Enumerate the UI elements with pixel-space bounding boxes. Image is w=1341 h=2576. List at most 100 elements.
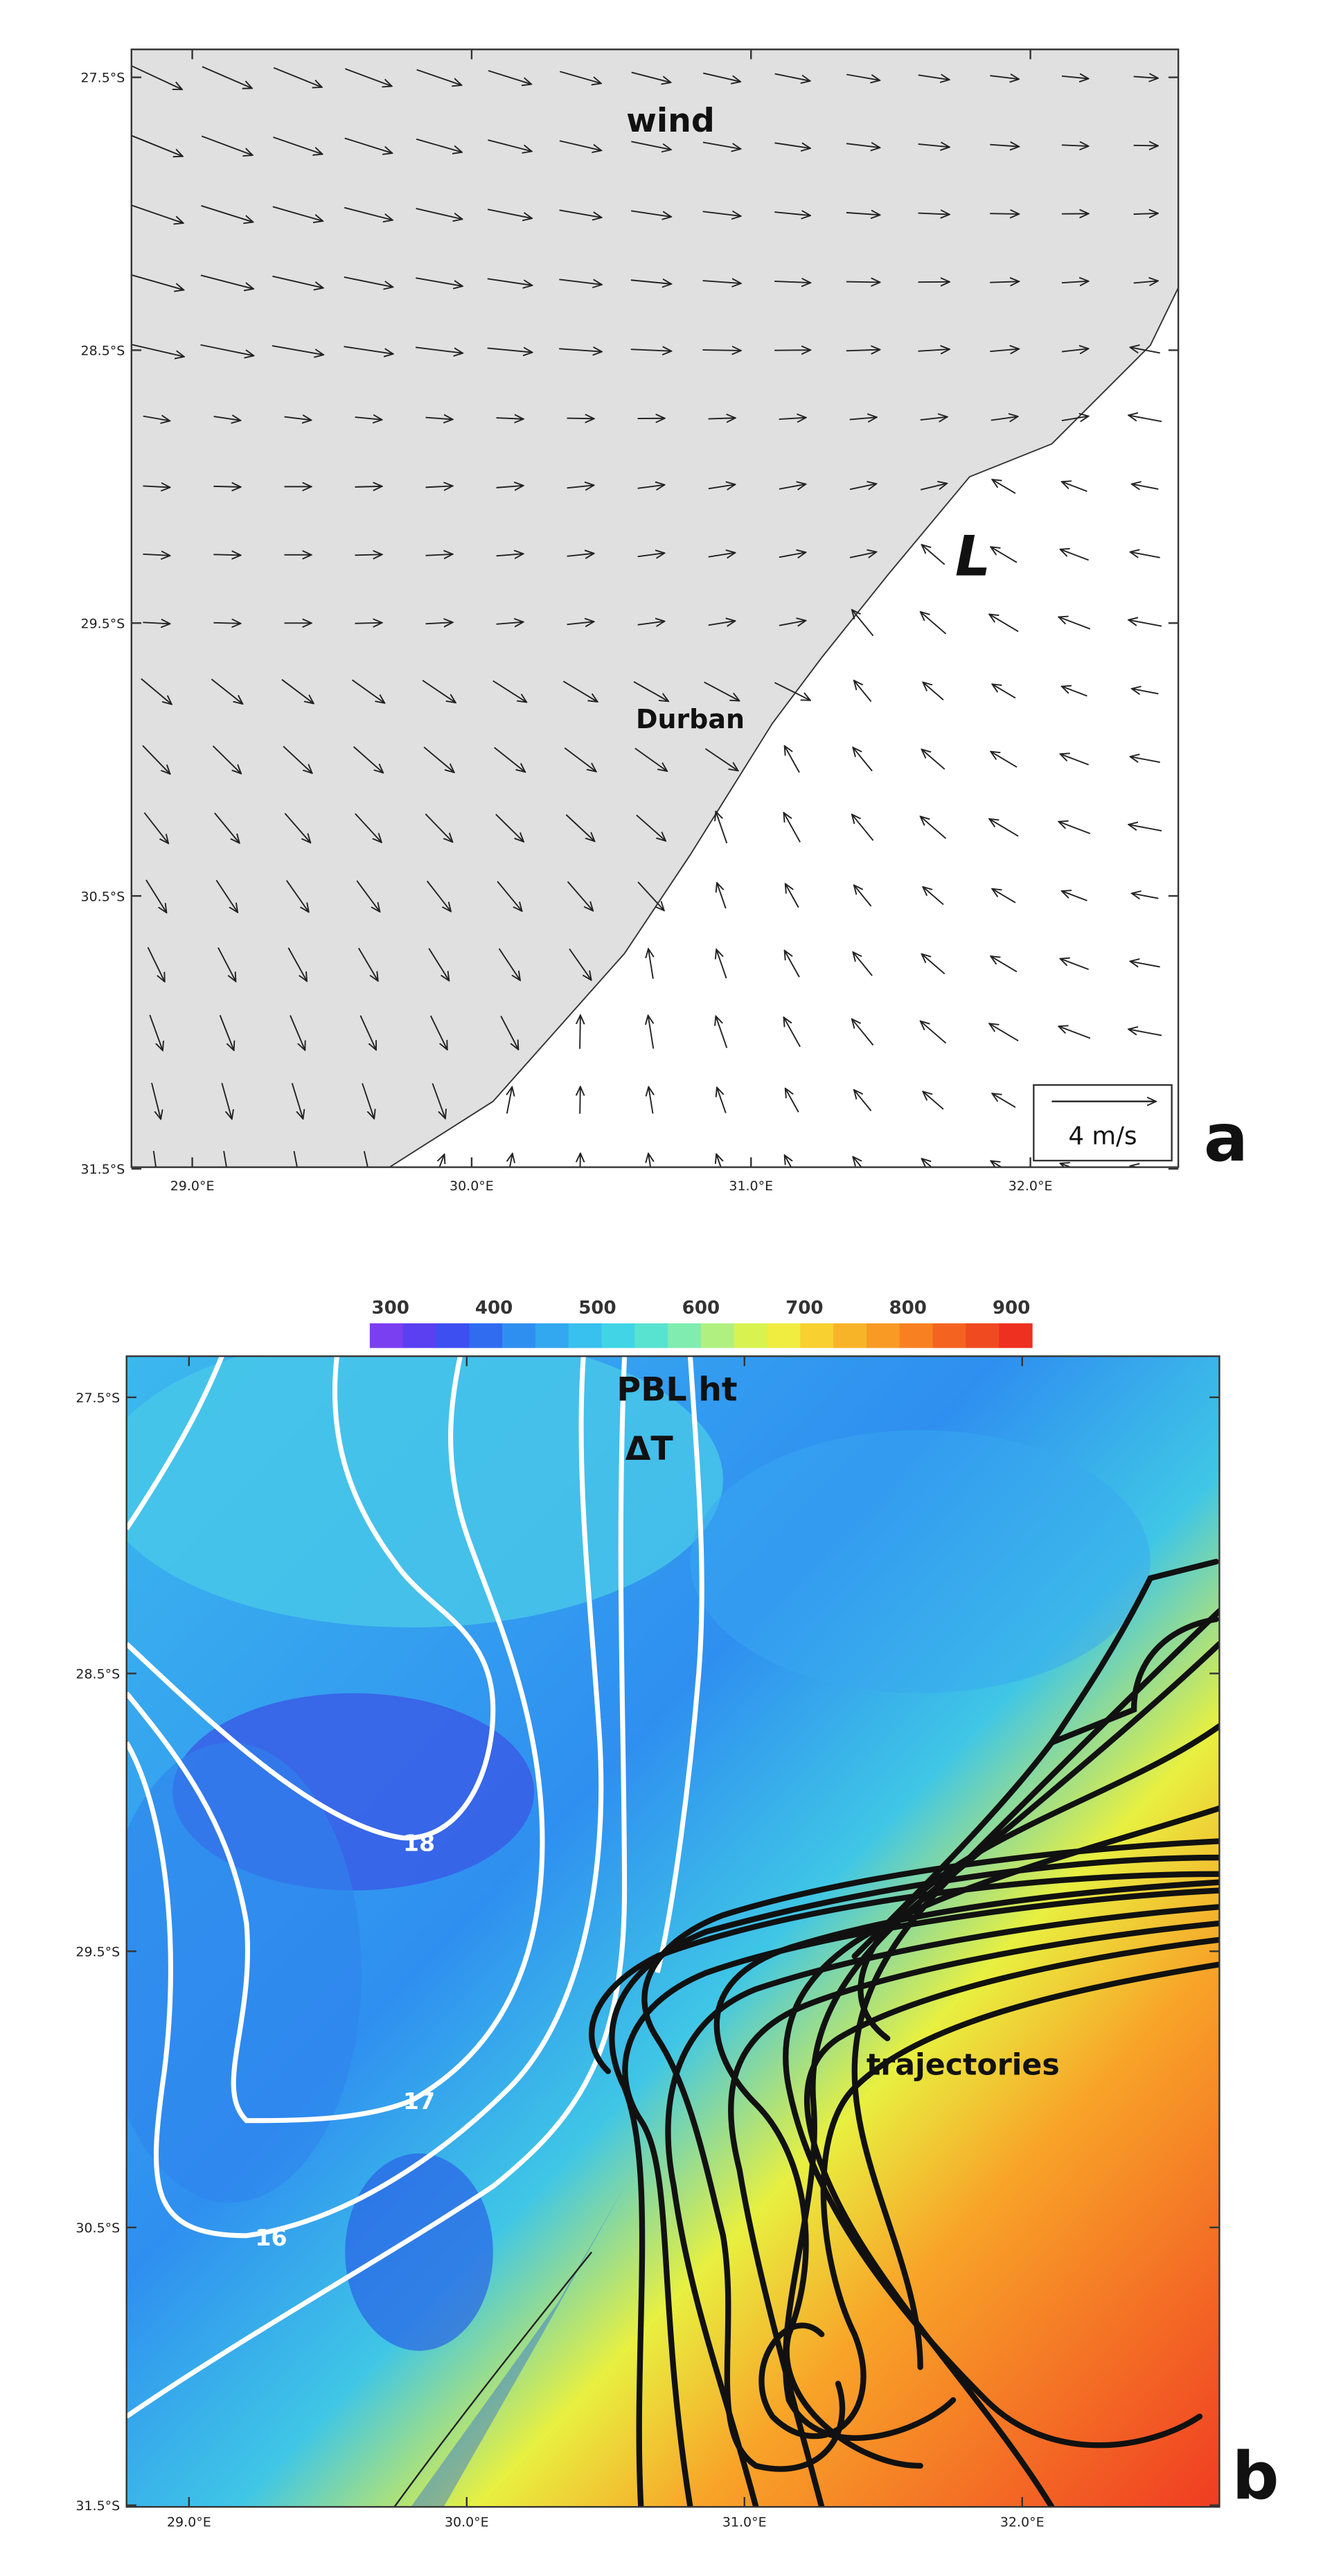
- wind-vector: [1133, 281, 1157, 283]
- wind-vector: [708, 553, 734, 557]
- wind-vector: [131, 64, 181, 89]
- wind-vector: [990, 615, 1019, 633]
- wind-vector: [496, 418, 523, 419]
- wind-vector: [990, 349, 1018, 352]
- wind-vector: [426, 881, 451, 911]
- wind-vector: [416, 277, 461, 286]
- wind-vector: [991, 547, 1018, 563]
- wind-vector: [494, 747, 525, 772]
- x-tick-label: 32.0°E: [1009, 1179, 1053, 1194]
- wind-vector: [567, 418, 594, 419]
- wind-vector: [151, 1082, 161, 1118]
- wind-vector: [500, 1015, 518, 1048]
- colorbar-segment: [469, 1323, 503, 1348]
- colorbar-segment: [833, 1323, 867, 1348]
- wind-vector: [853, 1157, 862, 1167]
- wind-vector: [1061, 1163, 1073, 1167]
- wind-vector: [416, 69, 461, 85]
- wind-vector: [217, 947, 236, 981]
- wind-vector: [702, 211, 740, 216]
- panel-b: 300 400 500 600 700 800 900: [76, 1298, 1279, 2530]
- wind-vector: [567, 485, 594, 488]
- wind-vector: [560, 71, 600, 83]
- wind-vector: [922, 545, 945, 565]
- wind-vector: [1061, 416, 1087, 421]
- wind-vector: [213, 416, 240, 421]
- y-tick-label: 29.5°S: [76, 1944, 120, 1959]
- wind-vector: [991, 752, 1018, 768]
- colorbar: 300 400 500 600 700 800 900: [369, 1298, 1033, 1348]
- x-tick-label: 30.0°E: [450, 1179, 494, 1194]
- y-tick-label: 28.5°S: [76, 1666, 120, 1682]
- wind-vector: [920, 484, 946, 491]
- wind-vector: [425, 418, 452, 420]
- wind-vector: [1133, 76, 1157, 78]
- wind-vector: [291, 1083, 303, 1118]
- wind-vector: [286, 880, 308, 912]
- wind-vector: [565, 814, 594, 841]
- wind-vector: [1129, 620, 1162, 627]
- wind-vector: [774, 212, 810, 215]
- wind-vector: [922, 1159, 933, 1167]
- wind-vector: [355, 486, 381, 487]
- wind-vector: [785, 885, 799, 908]
- wind-vector: [990, 145, 1018, 147]
- wind-vector: [702, 281, 740, 283]
- wind-vector: [359, 1015, 375, 1050]
- wind-vector: [223, 1151, 227, 1167]
- wind-vector: [779, 484, 805, 489]
- wind-vector: [648, 950, 653, 979]
- wind-vector: [141, 678, 171, 704]
- wind-vector: [633, 681, 668, 701]
- y-tick-label: 27.5°S: [76, 1391, 120, 1406]
- wind-vector: [559, 349, 601, 351]
- wind-vector: [1133, 484, 1159, 489]
- colorbar-segment: [535, 1323, 569, 1348]
- wind-vector: [355, 623, 381, 624]
- wind-vector: [131, 134, 182, 156]
- wind-vector: [991, 1161, 1003, 1167]
- wind-vector: [855, 1091, 872, 1111]
- wind-vector: [495, 813, 523, 841]
- colorbar-segment: [369, 1323, 404, 1348]
- wind-vector: [487, 278, 531, 285]
- wind-vector: [142, 745, 170, 773]
- wind-vector: [855, 885, 872, 907]
- wind-vector: [219, 1014, 234, 1050]
- wind-vector: [846, 73, 879, 80]
- colorbar-segment: [899, 1323, 934, 1348]
- wind-vector: [487, 348, 532, 352]
- wind-vector: [201, 135, 251, 155]
- wind-vector: [363, 1151, 368, 1167]
- wind-vector: [990, 76, 1018, 79]
- wind-vector: [774, 142, 809, 148]
- wind-vector: [496, 622, 523, 624]
- panel-title: ΔT: [625, 1430, 674, 1468]
- wind-vector: [145, 879, 166, 912]
- wind-vector: [717, 1155, 727, 1167]
- wind-vector: [1131, 552, 1160, 558]
- contours: [126, 1356, 704, 2419]
- wind-vector: [152, 1151, 157, 1167]
- wind-vector: [779, 418, 806, 419]
- colorbar-segment: [999, 1323, 1033, 1348]
- wind-vector: [631, 71, 670, 82]
- colorbar-label: 500: [578, 1298, 616, 1318]
- y-tick-label: 30.5°S: [81, 889, 125, 904]
- wind-vector: [293, 1151, 298, 1167]
- wind-vector: [507, 1088, 512, 1114]
- colorbar-segment: [568, 1323, 603, 1348]
- wind-vector: [785, 747, 800, 773]
- wind-vector: [488, 139, 531, 151]
- wind-vector: [630, 349, 670, 351]
- colorbar-segment: [932, 1323, 967, 1348]
- wind-vector: [918, 349, 949, 351]
- wind-vector: [345, 68, 391, 86]
- wind-vector: [423, 746, 454, 772]
- wind-vector: [922, 955, 945, 975]
- wind-vector: [774, 682, 809, 700]
- wind-vector: [425, 554, 452, 556]
- wind-vector: [846, 143, 879, 148]
- panel-a: 27.5°S 28.5°S 29.5°S 30.5°S 31.5°S 29.0°E 30.0…: [81, 48, 1248, 1194]
